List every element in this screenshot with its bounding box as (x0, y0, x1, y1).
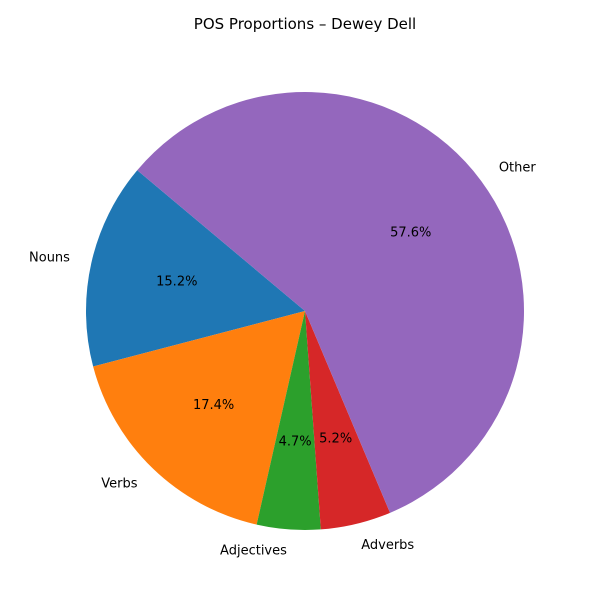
category-label-adjectives: Adjectives (220, 544, 287, 559)
category-label-nouns: Nouns (29, 251, 70, 266)
percent-label-nouns: 15.2% (156, 275, 197, 290)
pie-slices (85, 91, 525, 531)
category-label-adverbs: Adverbs (361, 538, 414, 553)
percent-label-adjectives: 4.7% (279, 435, 312, 450)
pie-labels: Nouns 15.2% Verbs 17.4% Adjectives 4.7% Adverb… (29, 160, 536, 558)
pie-slice-adverbs (305, 311, 391, 530)
pie-slice-adjectives (256, 311, 321, 531)
pie-slice-nouns (85, 170, 306, 367)
pie-slice-other (137, 91, 525, 513)
percent-label-other: 57.6% (390, 225, 431, 240)
percent-label-adverbs: 5.2% (319, 431, 352, 446)
pie-slice-verbs (93, 311, 305, 525)
chart-title: POS Proportions – Dewey Dell (194, 15, 416, 33)
percent-label-verbs: 17.4% (193, 398, 234, 413)
category-label-other: Other (499, 160, 537, 175)
category-label-verbs: Verbs (101, 477, 137, 492)
